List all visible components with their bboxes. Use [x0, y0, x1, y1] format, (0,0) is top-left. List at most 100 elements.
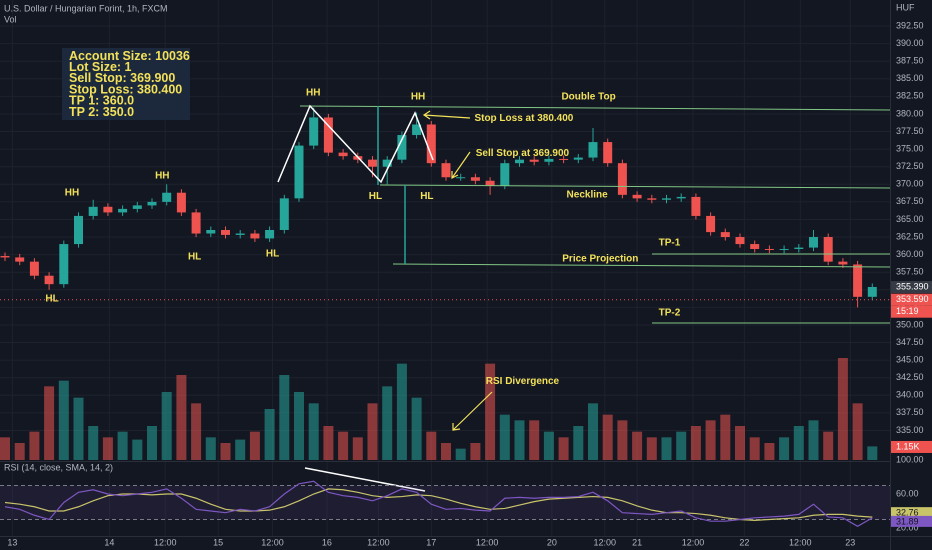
annotation: HH: [155, 170, 169, 181]
x-tick-label: 12:00: [261, 537, 284, 547]
rsi-line: [4, 480, 873, 527]
price-label-box: [891, 281, 932, 294]
volume-bar: [852, 403, 863, 460]
volume-bar: [249, 431, 260, 460]
info-box: [62, 48, 190, 120]
x-tick-label: 12:00: [476, 537, 499, 547]
volume-bar: [676, 431, 687, 460]
rsi-band: [0, 485, 890, 520]
x-tick-label: 22: [739, 537, 749, 547]
candle-body: [617, 163, 627, 195]
candle-body: [191, 212, 201, 234]
rsi-value-label: 31.89: [896, 516, 919, 526]
symbol-title: U.S. Dollar / Hungarian Forint, 1h, FXCM: [4, 3, 168, 13]
candle-body: [867, 286, 877, 297]
volume-title: Vol: [4, 14, 17, 24]
volume-bar: [14, 443, 25, 460]
candle-body: [647, 198, 657, 200]
volume-bar: [0, 437, 10, 460]
candle-body: [691, 196, 701, 216]
x-tick-label: 12:00: [789, 537, 812, 547]
volume-label-box: [891, 440, 932, 453]
candle-body: [794, 247, 804, 249]
volume-bar: [161, 392, 172, 460]
candle-body: [294, 145, 304, 199]
info-line: Stop Loss: 380.400: [69, 82, 182, 96]
annotation: HL: [420, 191, 433, 202]
volume-bar: [661, 437, 672, 460]
candle-body: [735, 237, 745, 245]
volume-bar: [867, 446, 878, 460]
volume-bar: [220, 443, 231, 460]
volume-bar: [793, 426, 804, 460]
candle-body: [441, 163, 451, 178]
y-tick-label: 370.00: [896, 179, 924, 189]
volume-bar: [396, 363, 407, 460]
annotation: HL: [266, 249, 279, 260]
annotation: Stop Loss at 380.400: [474, 113, 573, 124]
annotation: HL: [45, 294, 58, 305]
info-line: TP 2: 350.0: [69, 105, 134, 119]
volume-bar: [176, 375, 187, 460]
candle-body: [323, 117, 333, 153]
x-tick-label: 16: [322, 537, 332, 547]
candle-body: [426, 124, 436, 164]
candle-body: [750, 244, 760, 249]
volume-bar: [205, 437, 216, 460]
candle-body: [823, 237, 833, 262]
x-tick-label: 12:00: [154, 537, 177, 547]
volume-bar: [117, 431, 128, 460]
x-tick-label: 23: [845, 537, 855, 547]
countdown: 15:19: [896, 306, 919, 316]
candle-body: [147, 201, 157, 206]
volume-bar: [294, 392, 304, 460]
candle-body: [118, 208, 128, 213]
y-tick-label: 350.00: [896, 319, 924, 329]
candle-body: [838, 261, 848, 265]
volume-bar: [617, 420, 628, 460]
y-tick-label: 377.50: [896, 126, 924, 136]
candle-body: [397, 135, 407, 160]
rsi-sma-line: [4, 488, 873, 521]
rsi-value-box: [891, 507, 932, 519]
volume-bar: [823, 431, 834, 460]
annotation: Price Projection: [562, 253, 638, 264]
candle-body: [132, 205, 142, 209]
y-tick-label: 357.50: [896, 267, 924, 277]
volume-bar: [455, 448, 466, 460]
projection-line: [392, 263, 891, 268]
y-tick-label: 385.00: [896, 73, 924, 83]
candle-body: [382, 159, 392, 167]
y-tick-label: 382.50: [896, 91, 924, 101]
candle-body: [221, 230, 230, 235]
annotation: HL: [369, 191, 382, 202]
candle-body: [368, 159, 377, 167]
arrow: [452, 391, 493, 431]
rsi-tick-label: 100.00: [896, 454, 924, 464]
candle-body: [88, 206, 98, 216]
candle-body: [74, 215, 83, 245]
volume-label: 1.15K: [896, 441, 920, 451]
annotation: Neckline: [567, 189, 609, 200]
info-line: Account Size: 10036: [69, 49, 190, 63]
volume-bar: [88, 426, 99, 460]
candle-body: [279, 198, 289, 230]
volume-bar: [264, 409, 275, 460]
x-tick-label: 13: [7, 537, 17, 547]
price-label: 355.390: [896, 281, 929, 291]
rsi-tick-label: 60.00: [896, 488, 919, 498]
countdown-box: [891, 305, 932, 318]
price-label: 353.590: [896, 294, 929, 304]
volume-bar: [58, 380, 69, 460]
volume-bar: [382, 386, 393, 460]
volume-bar: [102, 437, 113, 460]
candle-body: [103, 206, 113, 213]
volume-bar: [308, 403, 319, 460]
volume-bar: [705, 420, 716, 460]
y-tick-label: 335.00: [896, 425, 924, 435]
volume-bar: [44, 386, 55, 460]
volume-bar: [147, 426, 157, 460]
candle-body: [809, 237, 818, 248]
volume-bar: [499, 414, 510, 460]
